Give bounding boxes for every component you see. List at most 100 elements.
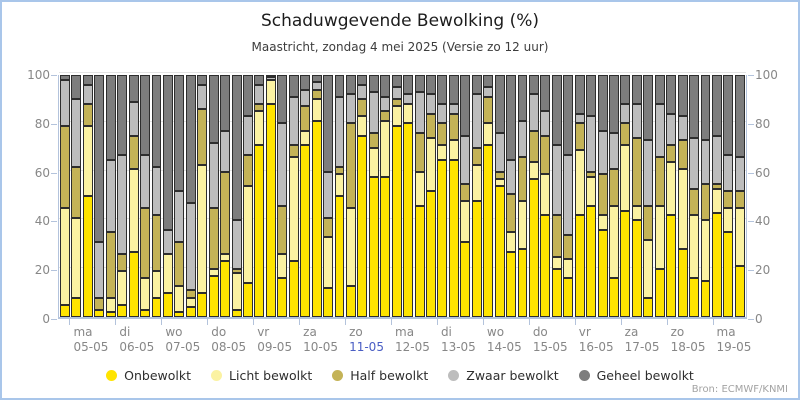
bar-segment-geheel-bewolkt xyxy=(551,75,562,146)
stacked-bar xyxy=(254,75,265,317)
bar-segment-onbewolkt xyxy=(609,278,619,317)
stacked-bar xyxy=(700,75,711,317)
bar-segment-half-bewolkt xyxy=(300,106,311,131)
bar-segment-half-bewolkt xyxy=(117,254,128,272)
bar-segment-licht-bewolkt xyxy=(82,125,93,196)
date-label: 14-05 xyxy=(486,340,522,354)
bars-container xyxy=(60,75,745,317)
bar-segment-onbewolkt xyxy=(631,220,642,317)
stacked-bar xyxy=(666,75,677,317)
bar-segment-licht-bewolkt xyxy=(391,106,402,126)
bar-segment-licht-bewolkt xyxy=(563,258,574,279)
bar-segment-geheel-bewolkt xyxy=(723,75,734,155)
bar-segment-half-bewolkt xyxy=(734,191,745,209)
bar-segment-onbewolkt xyxy=(82,196,93,317)
y-axis-tick xyxy=(51,75,57,76)
y-axis-tick xyxy=(748,221,754,223)
x-axis-day-label: wo 14-05 xyxy=(487,325,522,355)
bar-segment-geheel-bewolkt xyxy=(277,75,288,124)
bar-segment-zwaar-bewolkt xyxy=(574,113,585,124)
bar-segment-half-bewolkt xyxy=(631,137,642,206)
x-axis-tick xyxy=(161,319,163,325)
stacked-bar xyxy=(334,75,345,317)
bar-segment-half-bewolkt xyxy=(437,123,448,146)
bar-segment-geheel-bewolkt xyxy=(700,75,711,141)
bar-segment-geheel-bewolkt xyxy=(174,75,185,192)
bar-segment-licht-bewolkt xyxy=(208,268,219,276)
bar-segment-zwaar-bewolkt xyxy=(494,133,505,172)
date-label: 19-05 xyxy=(716,340,752,354)
bar-segment-half-bewolkt xyxy=(711,183,722,189)
date-label: 08-05 xyxy=(211,340,247,354)
bar-segment-half-bewolkt xyxy=(254,104,265,112)
bar-segment-half-bewolkt xyxy=(368,133,379,148)
bar-segment-onbewolkt xyxy=(403,123,414,317)
bar-segment-licht-bewolkt xyxy=(666,162,677,216)
bar-segment-onbewolkt xyxy=(162,292,173,317)
bar-segment-zwaar-bewolkt xyxy=(460,135,471,184)
bar-segment-geheel-bewolkt xyxy=(494,75,505,134)
bar-segment-onbewolkt xyxy=(140,309,150,317)
bar-segment-zwaar-bewolkt xyxy=(711,135,722,184)
bar-segment-onbewolkt xyxy=(254,145,265,317)
bar-segment-zwaar-bewolkt xyxy=(380,96,391,112)
bar-segment-zwaar-bewolkt xyxy=(426,94,436,114)
bar-segment-geheel-bewolkt xyxy=(711,75,722,136)
bar-segment-zwaar-bewolkt xyxy=(82,84,93,105)
stacked-bar xyxy=(540,75,551,317)
bar-segment-half-bewolkt xyxy=(311,89,322,100)
bar-segment-onbewolkt xyxy=(540,215,551,317)
bar-segment-zwaar-bewolkt xyxy=(528,94,539,131)
bar-segment-half-bewolkt xyxy=(345,123,356,209)
bar-segment-half-bewolkt xyxy=(689,188,699,216)
bar-segment-onbewolkt xyxy=(94,309,105,317)
bar-segment-licht-bewolkt xyxy=(117,271,128,305)
bar-segment-geheel-bewolkt xyxy=(574,75,585,114)
bar-segment-geheel-bewolkt xyxy=(643,75,654,141)
bar-segment-zwaar-bewolkt xyxy=(174,191,185,243)
stacked-bar xyxy=(220,75,231,317)
bar-segment-licht-bewolkt xyxy=(265,79,276,105)
bar-segment-licht-bewolkt xyxy=(586,176,597,206)
weekday-label: ma xyxy=(716,325,736,339)
x-axis-tick xyxy=(115,319,117,325)
stacked-bar xyxy=(586,75,597,317)
bar-segment-onbewolkt xyxy=(117,304,128,317)
y-axis-label: 60 xyxy=(34,165,50,180)
bar-segment-zwaar-bewolkt xyxy=(368,91,379,134)
bar-segment-geheel-bewolkt xyxy=(60,75,70,80)
bar-segment-half-bewolkt xyxy=(174,242,185,286)
stacked-bar xyxy=(734,75,745,317)
bar-segment-half-bewolkt xyxy=(185,290,196,298)
legend-label: Geheel bewolkt xyxy=(596,368,694,383)
legend-item: Zwaar bewolkt xyxy=(448,368,559,383)
stacked-bar xyxy=(243,75,253,317)
bar-segment-geheel-bewolkt xyxy=(288,75,299,97)
gridline xyxy=(59,218,746,220)
bar-segment-half-bewolkt xyxy=(528,130,539,163)
legend-label: Licht bewolkt xyxy=(229,368,313,383)
stacked-bar xyxy=(231,75,242,317)
weekday-label: do xyxy=(532,325,548,339)
bar-segment-onbewolkt xyxy=(723,232,734,317)
bar-segment-half-bewolkt xyxy=(586,171,597,177)
bar-segment-geheel-bewolkt xyxy=(105,75,116,160)
x-axis-day-label: do 08-05 xyxy=(211,325,246,355)
gridline xyxy=(59,120,746,122)
weekday-label: ma xyxy=(395,325,415,339)
x-axis-tick xyxy=(574,319,576,325)
bar-segment-licht-bewolkt xyxy=(71,217,82,298)
bar-segment-zwaar-bewolkt xyxy=(563,154,574,235)
bar-segment-onbewolkt xyxy=(700,280,711,317)
bar-segment-onbewolkt xyxy=(105,312,116,317)
legend-label: Half bewolkt xyxy=(350,368,429,383)
bar-segment-half-bewolkt xyxy=(666,145,677,163)
bar-segment-half-bewolkt xyxy=(483,96,494,124)
x-axis-day-label: ma 19-05 xyxy=(717,325,752,355)
stacked-bar xyxy=(631,75,642,317)
bar-segment-half-bewolkt xyxy=(620,123,631,146)
stacked-bar xyxy=(563,75,574,317)
bar-segment-licht-bewolkt xyxy=(654,205,665,269)
y-axis-tick xyxy=(748,172,754,174)
x-axis-day-label: do 15-05 xyxy=(533,325,568,355)
